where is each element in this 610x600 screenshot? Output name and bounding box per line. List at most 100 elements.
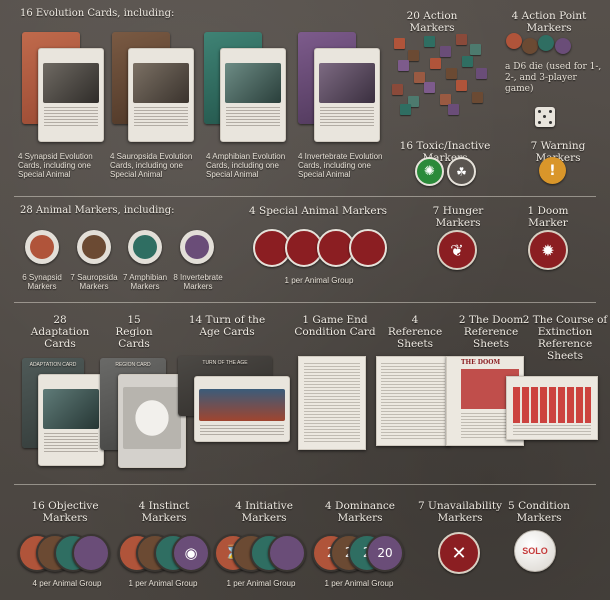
- initiative-caption: 1 per Animal Group: [226, 579, 296, 588]
- adaptation-card[interactable]: [38, 374, 104, 466]
- game-end-condition-card[interactable]: [298, 356, 366, 450]
- doom-sheet-title: THE DOOM: [461, 359, 501, 366]
- instinct-marker-invertebrate[interactable]: ◉: [172, 534, 210, 572]
- synapsid-marker[interactable]: [25, 230, 59, 264]
- action-point-markers-heading: 4 Action Point Markers: [511, 10, 587, 34]
- special-animal-caption: 1 per Animal Group: [284, 276, 354, 285]
- special-animal-heading: 4 Special Animal Markers: [249, 205, 387, 217]
- unavailability-marker[interactable]: ✕: [438, 532, 480, 574]
- action-marker-cube[interactable]: [424, 82, 435, 93]
- amphibian-marker[interactable]: [128, 230, 162, 264]
- dominance-caption: 1 per Animal Group: [324, 579, 394, 588]
- region-heading: 15 Region Cards: [115, 314, 153, 350]
- objective-caption: 4 per Animal Group: [32, 579, 102, 588]
- toxic-marker[interactable]: ✺: [415, 157, 444, 186]
- action-marker-cube[interactable]: [424, 36, 435, 47]
- game-end-heading: 1 Game End Condition Card: [294, 314, 376, 338]
- invertebrate-cards-caption: 4 Invertebrate Evolution Cards, includin…: [298, 152, 383, 179]
- action-marker-cube[interactable]: [472, 92, 483, 103]
- action-marker-cube[interactable]: [430, 58, 441, 69]
- synapsid-markers-caption: 6 Synapsid Markers: [22, 273, 62, 291]
- dominance-marker-invertebrate[interactable]: 20: [366, 534, 404, 572]
- course-of-extinction-sheet[interactable]: [506, 376, 598, 440]
- toxic-markers-heading: 16 Toxic/Inactive Markers: [399, 140, 491, 164]
- instinct-heading: 4 Instinct Markers: [138, 500, 190, 524]
- action-marker-cube[interactable]: [476, 68, 487, 79]
- dominance-marker-number: 20: [377, 546, 393, 560]
- condition-marker-text: SOLO: [522, 546, 548, 556]
- action-point-marker-synapsid[interactable]: [506, 33, 522, 49]
- region-card[interactable]: [118, 374, 186, 468]
- d6-die-description: a D6 die (used for 1-, 2-, and 3-player …: [505, 62, 602, 94]
- action-marker-cube[interactable]: [398, 60, 409, 71]
- divider-2: [14, 302, 596, 303]
- d6-die-icon[interactable]: [535, 107, 555, 127]
- invertebrate-evolution-card[interactable]: [314, 48, 380, 142]
- action-marker-cube[interactable]: [394, 38, 405, 49]
- condition-heading: 5 Condition Markers: [508, 500, 570, 524]
- hunger-markers-heading: 7 Hunger Markers: [432, 205, 484, 229]
- adaptation-card-back-title: ADAPTATION CARD: [29, 362, 77, 368]
- reference-heading: 4 Reference Sheets: [387, 314, 443, 350]
- action-marker-cube[interactable]: [440, 46, 451, 57]
- initiative-marker-invertebrate[interactable]: [268, 534, 306, 572]
- hunger-marker[interactable]: ❦: [437, 230, 477, 270]
- turn-of-age-heading: 14 Turn of the Age Cards: [188, 314, 266, 338]
- turn-of-age-card-back-title: TURN OF THE AGE: [202, 360, 248, 366]
- special-animal-marker-synapsid[interactable]: [253, 229, 291, 267]
- eye-icon: ◉: [184, 544, 198, 562]
- action-point-marker-invertebrate[interactable]: [555, 38, 571, 54]
- amphibian-markers-caption: 7 Amphibian Markers: [122, 273, 168, 291]
- doom-marker-heading: 1 Doom Marker: [527, 205, 569, 229]
- dominance-heading: 4 Dominance Markers: [325, 500, 395, 524]
- turn-of-age-card[interactable]: [194, 376, 290, 442]
- special-animal-marker-sauropsida[interactable]: [285, 229, 323, 267]
- action-point-marker-sauropsida[interactable]: [522, 38, 538, 54]
- action-marker-cube[interactable]: [392, 84, 403, 95]
- doom-reference-heading: 2 The Doom Reference Sheets: [458, 314, 524, 350]
- doom-icon: ✹: [541, 240, 555, 260]
- sauropsida-marker[interactable]: [77, 230, 111, 264]
- initiative-heading: 4 Initiative Markers: [235, 500, 293, 524]
- sauropsida-cards-caption: 4 Sauropsida Evolution Cards, including …: [110, 152, 193, 179]
- hunger-icon: ❦: [450, 240, 464, 260]
- warning-icon: !: [549, 162, 556, 179]
- instinct-caption: 1 per Animal Group: [128, 579, 198, 588]
- inactive-marker[interactable]: ☘: [447, 157, 476, 186]
- evolution-heading: 16 Evolution Cards, including:: [20, 8, 175, 19]
- objective-heading: 16 Objective Markers: [31, 500, 99, 524]
- action-markers-heading: 20 Action Markers: [406, 10, 458, 34]
- special-animal-marker-amphibian[interactable]: [317, 229, 355, 267]
- adaptation-heading: 28 Adaptation Cards: [30, 314, 90, 350]
- animal-markers-heading: 28 Animal Markers, including:: [20, 205, 175, 216]
- condition-marker[interactable]: SOLO: [514, 530, 556, 572]
- action-marker-cube[interactable]: [470, 44, 481, 55]
- action-point-marker-amphibian[interactable]: [538, 35, 554, 51]
- warning-marker[interactable]: !: [539, 157, 566, 184]
- synapsid-cards-caption: 4 Synapsid Evolution Cards, including on…: [18, 152, 93, 179]
- sauropsida-markers-caption: 7 Sauropsida Markers: [70, 273, 118, 291]
- amphibian-cards-caption: 4 Amphibian Evolution Cards, including o…: [206, 152, 286, 179]
- action-marker-cube[interactable]: [462, 56, 473, 67]
- action-marker-cube[interactable]: [414, 72, 425, 83]
- amphibian-evolution-card[interactable]: [220, 48, 286, 142]
- divider-3: [14, 484, 596, 485]
- invertebrate-markers-caption: 8 Invertebrate Markers: [173, 273, 223, 291]
- synapsid-evolution-card[interactable]: [38, 48, 104, 142]
- action-marker-cube[interactable]: [408, 50, 419, 61]
- action-marker-cube[interactable]: [408, 96, 419, 107]
- action-marker-cube[interactable]: [448, 104, 459, 115]
- reference-sheet-left[interactable]: [376, 356, 450, 446]
- action-marker-cube[interactable]: [456, 80, 467, 91]
- action-marker-cube[interactable]: [456, 34, 467, 45]
- sauropsida-evolution-card[interactable]: [128, 48, 194, 142]
- invertebrate-marker[interactable]: [180, 230, 214, 264]
- action-marker-cube[interactable]: [446, 68, 457, 79]
- action-marker-cube[interactable]: [440, 94, 451, 105]
- objective-marker-invertebrate[interactable]: [72, 534, 110, 572]
- action-marker-cube[interactable]: [400, 104, 411, 115]
- doom-marker[interactable]: ✹: [528, 230, 568, 270]
- special-animal-marker-invertebrate[interactable]: [349, 229, 387, 267]
- crossed-bones-icon: ✕: [451, 542, 467, 564]
